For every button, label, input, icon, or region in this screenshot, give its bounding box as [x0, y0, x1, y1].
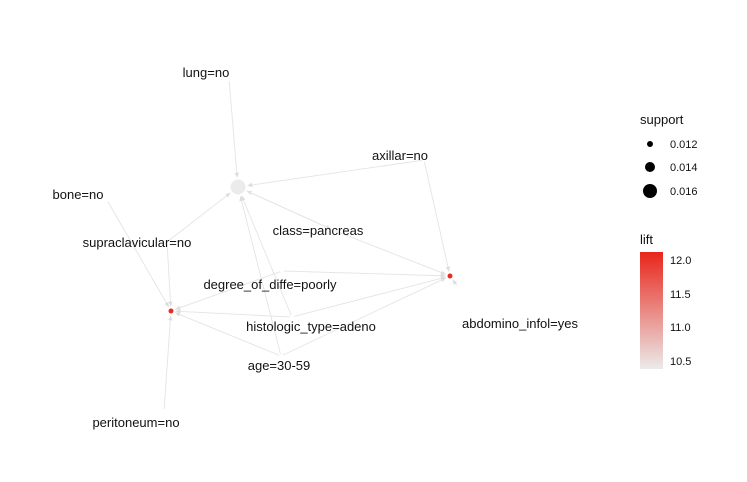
support-legend-label: 0.016 — [670, 186, 698, 198]
edge-histologic-to-rule-1 — [241, 195, 292, 316]
item-label-bone: bone=no — [53, 187, 104, 202]
item-labels: lung=no axillar=no bone=no supraclavicul… — [53, 65, 579, 430]
edge-histologic-to-rule-2 — [175, 309, 291, 318]
edge-class-to-rule-3 — [334, 230, 446, 275]
edge-degree-to-rule-3 — [283, 270, 446, 278]
item-label-class: class=pancreas — [273, 223, 364, 238]
lift-legend: lift 12.0 11.5 11.0 10.5 — [640, 232, 691, 369]
item-label-degree: degree_of_diffe=poorly — [203, 277, 337, 292]
edge-axillar-to-rule-3 — [423, 161, 451, 272]
item-label-age: age=30-59 — [248, 358, 311, 373]
support-legend-label: 0.014 — [670, 162, 698, 174]
edge-rule-1-to-class — [246, 190, 332, 230]
lift-colorbar-ticks: 12.0 11.5 11.0 10.5 — [670, 255, 691, 368]
lift-legend-title: lift — [640, 232, 653, 247]
edge-axillar-to-rule-1 — [247, 159, 423, 188]
lift-tick-label: 11.5 — [670, 289, 691, 301]
edges — [107, 80, 458, 410]
edge-age-to-rule-1 — [239, 196, 281, 355]
support-legend: support 0.012 0.014 0.016 — [640, 112, 698, 198]
rule-3-node[interactable] — [447, 273, 453, 279]
rule-nodes — [168, 179, 453, 314]
edge-degree-to-rule-2 — [175, 271, 281, 310]
edge-peritoneum-to-rule-2 — [163, 315, 173, 410]
item-label-peritoneum: peritoneum=no — [92, 415, 179, 430]
lift-tick-label: 10.5 — [670, 356, 691, 368]
edge-lung-to-rule-1 — [228, 80, 239, 178]
item-label-histologic: histologic_type=adeno — [246, 319, 376, 334]
support-legend-title: support — [640, 112, 684, 127]
edge-abdomino-to-rule-3 — [452, 279, 458, 286]
support-legend-key-small — [647, 141, 653, 147]
lift-tick-label: 11.0 — [670, 322, 691, 334]
edge-histologic-to-rule-3 — [293, 276, 446, 317]
rule-1-node[interactable] — [230, 179, 246, 195]
support-legend-key-large — [643, 184, 657, 198]
item-label-abdomino: abdomino_infol=yes — [462, 316, 578, 331]
edge-age-to-rule-3 — [282, 277, 447, 356]
item-label-lung: lung=no — [183, 65, 230, 80]
edge-supraclavicular-to-rule-2 — [166, 243, 173, 307]
item-label-supraclavicular: supraclavicular=no — [83, 235, 192, 250]
rule-2-node[interactable] — [168, 308, 174, 314]
lift-colorbar — [640, 252, 663, 369]
edge-supraclavicular-to-rule-1 — [168, 192, 231, 242]
support-legend-key-medium — [645, 162, 655, 172]
edge-bone-to-rule-2 — [107, 201, 170, 308]
support-legend-label: 0.012 — [670, 139, 698, 151]
lift-tick-label: 12.0 — [670, 255, 691, 267]
item-label-axillar: axillar=no — [372, 148, 428, 163]
edge-age-to-rule-2 — [174, 312, 280, 356]
